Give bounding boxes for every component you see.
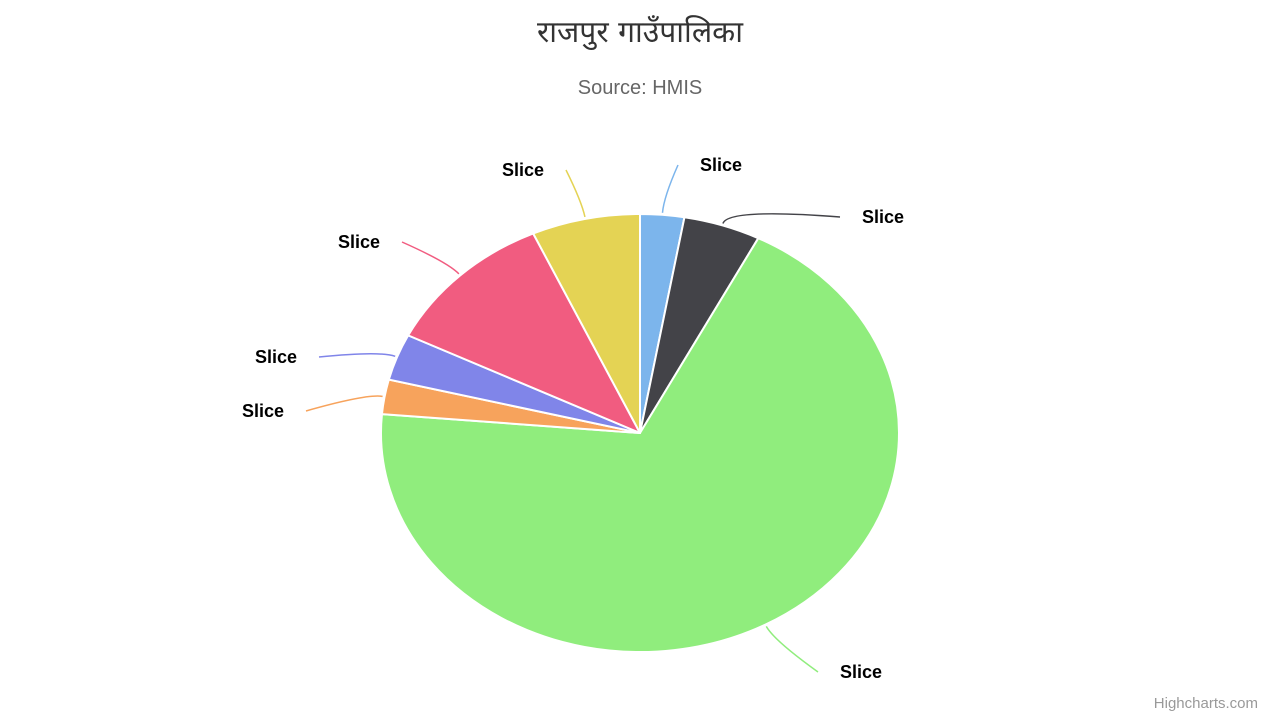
chart-title: राजपुर गाउँपालिका: [537, 15, 743, 50]
slice-label: Slice: [255, 347, 297, 367]
chart-subtitle: Source: HMIS: [577, 77, 703, 99]
slice-label: Slice: [338, 232, 380, 252]
pie-slice[interactable]: [407, 232, 641, 434]
slice-label: Slice: [840, 662, 882, 682]
slice-connector: [401, 241, 460, 275]
slice-connector: [765, 626, 819, 673]
slice-label: Slice: [242, 401, 284, 421]
slice-connector: [722, 213, 841, 224]
pie-slice[interactable]: [532, 213, 641, 434]
slice-label: Slice: [502, 160, 544, 180]
slice-connector: [565, 169, 586, 218]
slice-connector: [661, 164, 679, 213]
slice-connector: [318, 352, 396, 358]
slice-label: Slice: [700, 155, 742, 175]
slice-label: Slice: [862, 207, 904, 227]
slice-connector: [305, 395, 383, 412]
credits-link[interactable]: Highcharts.com: [1153, 695, 1258, 712]
pie-slice[interactable]: [380, 237, 900, 653]
